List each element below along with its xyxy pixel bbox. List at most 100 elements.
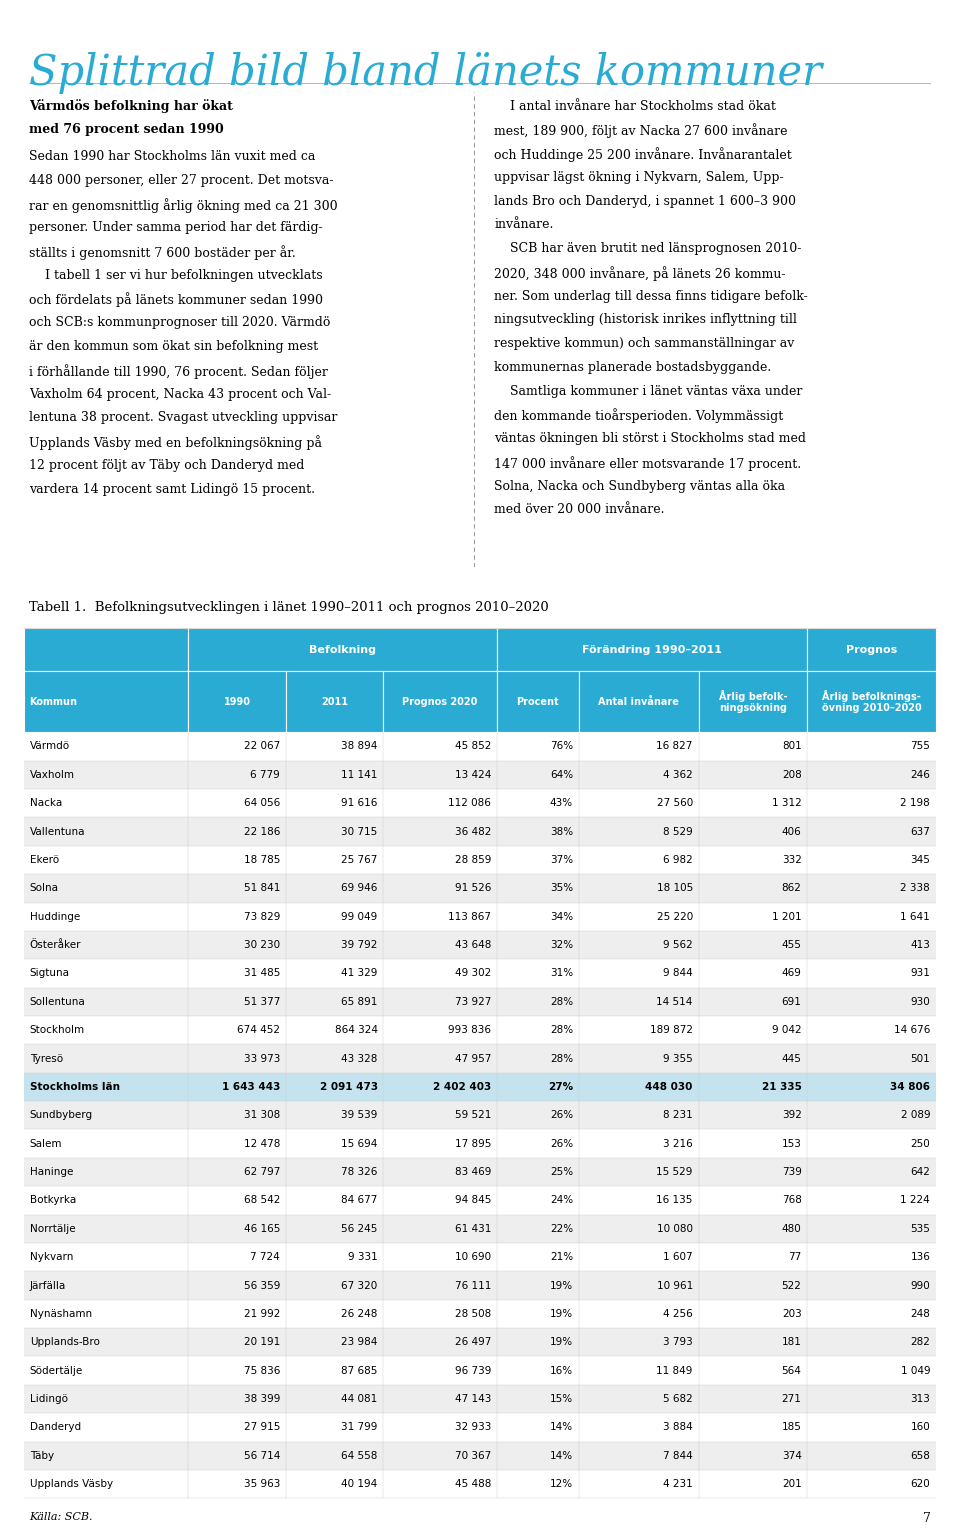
Text: 77: 77 (788, 1252, 802, 1262)
Text: Haninge: Haninge (30, 1167, 73, 1177)
Bar (24, 1299, 936, 1328)
Text: uppvisar lägst ökning i Nykvarn, Salem, Upp-: uppvisar lägst ökning i Nykvarn, Salem, … (494, 170, 784, 184)
Text: Sedan 1990 har Stockholms län vuxit med ca: Sedan 1990 har Stockholms län vuxit med … (29, 150, 315, 162)
Text: Tabell 1.  Befolkningsutvecklingen i länet 1990–2011 och prognos 2010–2020: Tabell 1. Befolkningsutvecklingen i läne… (29, 601, 548, 613)
Text: respektive kommun) och sammanställningar av: respektive kommun) och sammanställningar… (494, 337, 795, 349)
Text: Vaxholm 64 procent, Nacka 43 procent och Val-: Vaxholm 64 procent, Nacka 43 procent och… (29, 388, 331, 400)
Bar (24, 931, 936, 959)
Text: Täby: Täby (30, 1451, 54, 1460)
Text: 1 643 443: 1 643 443 (222, 1082, 280, 1092)
Text: väntas ökningen bli störst i Stockholms stad med: väntas ökningen bli störst i Stockholms … (494, 432, 806, 444)
Text: 38%: 38% (550, 827, 573, 836)
Text: mest, 189 900, följt av Nacka 27 600 invånare: mest, 189 900, följt av Nacka 27 600 inv… (494, 123, 788, 138)
Text: 45 852: 45 852 (454, 741, 491, 752)
Text: 14 676: 14 676 (894, 1025, 930, 1036)
Bar (24, 1442, 936, 1469)
Text: i förhållande till 1990, 76 procent. Sedan följer: i förhållande till 1990, 76 procent. Sed… (29, 363, 327, 378)
Text: 990: 990 (910, 1281, 930, 1290)
Text: 28%: 28% (550, 1054, 573, 1063)
Text: 61 431: 61 431 (454, 1224, 491, 1233)
Text: 64 558: 64 558 (342, 1451, 377, 1460)
Text: 22 186: 22 186 (244, 827, 280, 836)
Text: 76%: 76% (550, 741, 573, 752)
Text: invånare.: invånare. (494, 218, 554, 231)
Text: 7: 7 (924, 1512, 931, 1524)
Bar (24, 846, 936, 875)
Text: 112 086: 112 086 (448, 798, 491, 809)
Text: 522: 522 (781, 1281, 802, 1290)
Bar (496, 671, 579, 732)
Text: Befolkning: Befolkning (309, 645, 376, 654)
Text: 36 482: 36 482 (454, 827, 491, 836)
Text: Källa: SCB.: Källa: SCB. (29, 1512, 92, 1523)
Text: Vaxholm: Vaxholm (30, 771, 75, 780)
Text: Samtliga kommuner i länet väntas växa under: Samtliga kommuner i länet väntas växa un… (494, 385, 803, 397)
Text: 862: 862 (781, 884, 802, 893)
Text: 501: 501 (910, 1054, 930, 1063)
Text: med över 20 000 invånare.: med över 20 000 invånare. (494, 502, 665, 516)
Text: 10 080: 10 080 (657, 1224, 693, 1233)
Text: 31%: 31% (550, 968, 573, 979)
Text: 2 402 403: 2 402 403 (433, 1082, 491, 1092)
Text: 6 982: 6 982 (663, 855, 693, 866)
Text: 448 030: 448 030 (645, 1082, 693, 1092)
Text: 8 231: 8 231 (663, 1111, 693, 1120)
Text: Prognos: Prognos (846, 645, 898, 654)
Text: 1 201: 1 201 (772, 912, 802, 922)
Text: 248: 248 (910, 1308, 930, 1319)
Text: 31 799: 31 799 (342, 1422, 377, 1432)
Bar (807, 671, 936, 732)
Text: Tyresö: Tyresö (30, 1054, 63, 1063)
Text: 535: 535 (910, 1224, 930, 1233)
Text: 208: 208 (781, 771, 802, 780)
Text: Upplands-Bro: Upplands-Bro (30, 1337, 100, 1347)
Text: 20 191: 20 191 (244, 1337, 280, 1347)
Text: 91 616: 91 616 (342, 798, 377, 809)
Text: Danderyd: Danderyd (30, 1422, 81, 1432)
Text: 34 806: 34 806 (890, 1082, 930, 1092)
Text: kommunernas planerade bostadsbyggande.: kommunernas planerade bostadsbyggande. (494, 360, 772, 374)
Text: 84 677: 84 677 (342, 1195, 377, 1206)
Text: 406: 406 (781, 827, 802, 836)
Text: 43 648: 43 648 (454, 941, 491, 950)
Text: Nacka: Nacka (30, 798, 62, 809)
Text: 9 562: 9 562 (663, 941, 693, 950)
Text: 28%: 28% (550, 997, 573, 1007)
Text: ningsutveckling (historisk inrikes inflyttning till: ningsutveckling (historisk inrikes infly… (494, 313, 797, 326)
Bar (24, 789, 936, 818)
Text: SCB har även brutit ned länsprognosen 2010-: SCB har även brutit ned länsprognosen 20… (494, 242, 802, 254)
Text: 26 497: 26 497 (454, 1337, 491, 1347)
Text: 15 694: 15 694 (342, 1138, 377, 1149)
Text: 153: 153 (781, 1138, 802, 1149)
Text: 392: 392 (781, 1111, 802, 1120)
Text: 16 135: 16 135 (657, 1195, 693, 1206)
Text: 11 849: 11 849 (657, 1365, 693, 1376)
Text: lands Bro och Danderyd, i spannet 1 600–3 900: lands Bro och Danderyd, i spannet 1 600–… (494, 195, 797, 207)
Text: och fördelats på länets kommuner sedan 1990: och fördelats på länets kommuner sedan 1… (29, 293, 323, 308)
Text: 136: 136 (910, 1252, 930, 1262)
Text: 26 248: 26 248 (342, 1308, 377, 1319)
Text: 67 320: 67 320 (342, 1281, 377, 1290)
Bar (24, 959, 936, 988)
Text: Värmdös befolkning har ökat: Värmdös befolkning har ökat (29, 100, 232, 113)
Text: Procent: Procent (516, 697, 559, 706)
Text: 11 141: 11 141 (342, 771, 377, 780)
Text: 10 961: 10 961 (657, 1281, 693, 1290)
Text: 113 867: 113 867 (448, 912, 491, 922)
Text: I tabell 1 ser vi hur befolkningen utvecklats: I tabell 1 ser vi hur befolkningen utvec… (29, 268, 323, 282)
Text: 6 779: 6 779 (251, 771, 280, 780)
Text: 2 089: 2 089 (900, 1111, 930, 1120)
Text: 203: 203 (781, 1308, 802, 1319)
Text: personer. Under samma period har det färdig-: personer. Under samma period har det fär… (29, 221, 323, 234)
Text: 56 245: 56 245 (342, 1224, 377, 1233)
Text: Österåker: Österåker (30, 941, 82, 950)
Text: 13 424: 13 424 (454, 771, 491, 780)
Text: 15%: 15% (550, 1394, 573, 1403)
Text: 24%: 24% (550, 1195, 573, 1206)
Text: Norrtälje: Norrtälje (30, 1224, 76, 1233)
Text: Botkyrka: Botkyrka (30, 1195, 76, 1206)
Bar (24, 1102, 936, 1129)
Text: Sollentuna: Sollentuna (30, 997, 85, 1007)
Text: 1 607: 1 607 (663, 1252, 693, 1262)
Text: 271: 271 (781, 1394, 802, 1403)
